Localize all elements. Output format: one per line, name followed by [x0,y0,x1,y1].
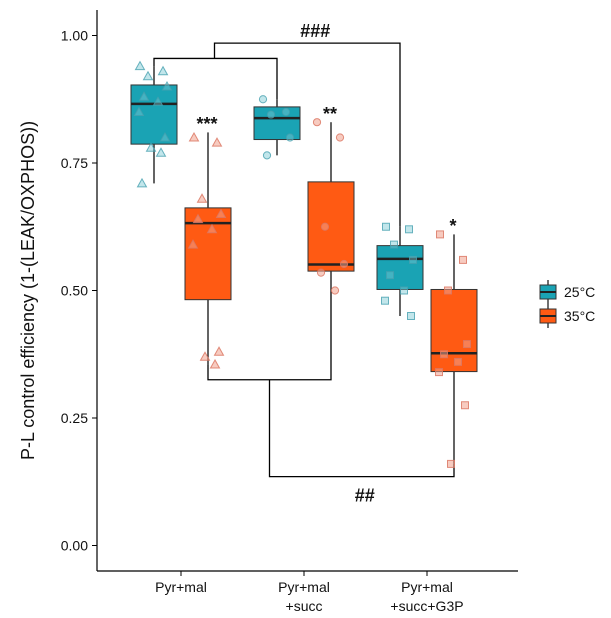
data-point [196,193,208,203]
data-point [134,60,146,71]
bracket-label-bottom: ## [355,486,375,506]
data-point [188,131,200,142]
data-point [330,286,340,295]
data-point [145,142,157,152]
data-point [161,80,173,91]
y-tick-label: 1.00 [61,28,88,44]
y-tick-label: 0.00 [61,538,88,554]
box-1-0 [184,207,232,301]
data-point [386,271,394,280]
data-point [461,401,469,410]
bracket-inner [207,292,332,381]
y-axis-label: P-L control efficiency (1-(LEAK/OXPHOS)) [18,121,38,460]
bracket-bottom [268,379,455,478]
data-point [138,91,150,101]
data-point [440,350,448,359]
x-tick-label: Pyr+mal [155,579,207,595]
data-point [133,106,145,116]
data-point [192,213,204,224]
data-point [409,255,417,264]
bracket-top [213,42,401,227]
data-point [281,107,291,117]
data-point [266,110,276,119]
data-point [157,65,169,76]
data-point [335,133,345,142]
data-point [339,259,349,269]
legend: 25°C 35°C [539,280,595,328]
x-tick-label: Pyr+mal +succ+G3P [390,579,463,613]
y-tick-label: 0.25 [61,410,88,426]
data-point [209,358,221,369]
significance-mark: *** [196,114,217,134]
data-point [206,223,218,234]
data-point [459,255,467,264]
data-points [133,60,471,468]
significance-annotations: ****** [196,104,456,236]
x-tick-label: Pyr+mal +succ [278,579,330,613]
data-point [211,137,223,147]
data-point [285,133,295,142]
y-tick-label: 0.75 [61,155,88,171]
box-series [130,66,478,464]
bracket-label-top: ### [300,21,330,41]
data-point [436,230,444,239]
data-point [155,147,167,157]
data-point [447,459,455,468]
data-point [262,151,272,160]
data-point [213,346,225,356]
data-point [136,177,148,188]
data-point [199,351,211,361]
data-point [381,296,389,305]
box-0-0 [130,84,178,145]
data-point [312,118,322,127]
data-point [382,222,390,231]
legend-label: 35°C [564,308,595,324]
data-point [258,95,268,104]
significance-brackets: ##### [153,21,455,506]
y-tick-label: 0.50 [61,283,88,299]
data-point [142,70,154,81]
legend-label: 25°C [564,284,595,300]
box-0-2 [376,245,424,290]
data-point [407,312,415,320]
data-point [390,240,398,249]
box-1-1 [307,181,355,272]
data-point [187,239,199,249]
data-point [454,357,462,366]
significance-mark: ** [323,104,337,124]
data-point [400,286,408,295]
significance-mark: * [449,216,456,236]
box-0-1 [253,106,301,141]
data-point [463,340,471,349]
axes: 0.00 0.25 0.50 0.75 1.00 Pyr+mal Pyr+mal +succ P… [18,10,518,614]
data-point [152,96,164,106]
data-point [405,225,413,234]
data-point [444,286,452,295]
data-point [159,131,171,142]
data-point [215,208,227,218]
data-point [435,368,443,377]
bracket-sub-left [153,57,278,100]
data-point [316,268,326,277]
data-point [320,222,330,231]
